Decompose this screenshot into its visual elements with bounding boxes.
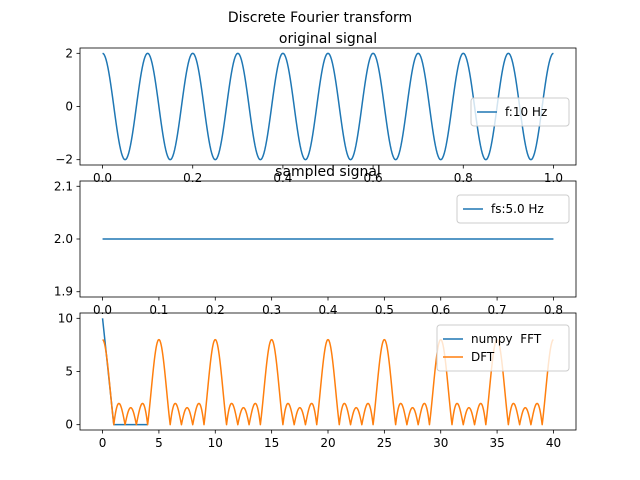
subplot-title: original signal (279, 31, 377, 47)
x-tick-label: 0.3 (262, 303, 281, 317)
x-tick-label: 0.4 (273, 171, 292, 185)
x-tick-label: 15 (264, 436, 279, 450)
x-tick-label: 0.6 (431, 303, 450, 317)
x-tick-label: 0.6 (364, 171, 383, 185)
y-tick-label: 0 (65, 418, 73, 432)
legend: numpy FFT DFT (436, 324, 570, 372)
legend-label: DFT (471, 350, 495, 364)
legend: fs:5.0 Hz (456, 194, 570, 224)
legend: f:10 Hz (470, 97, 570, 127)
y-tick-label: 1.9 (54, 285, 73, 299)
x-tick-label: 0.2 (183, 171, 202, 185)
x-tick-label: 0 (99, 436, 107, 450)
subplot-title: sampled signal (275, 164, 381, 180)
series-line-1 (102, 52, 554, 161)
x-tick-label: 0.1 (149, 303, 168, 317)
x-tick-label: 0.8 (544, 303, 563, 317)
series-lines (102, 52, 554, 161)
x-tick-label: 10 (208, 436, 223, 450)
legend-box (456, 194, 570, 224)
y-tick-label: 2.1 (54, 179, 73, 193)
series-lines (101, 318, 554, 426)
x-tick-label: 25 (377, 436, 392, 450)
x-tick-label: 20 (320, 436, 335, 450)
y-tick-label: −2 (55, 153, 73, 167)
y-tick-label: 10 (58, 311, 73, 325)
x-tick-label: 0.8 (454, 171, 473, 185)
series-line-2 (102, 338, 554, 426)
subplot-2: 0.0 0.1 0.2 0.3 0.4 0.5 0.6 0.7 0.8 2.1 2.0 1.9 samp… (54, 164, 577, 317)
x-tick-label: 40 (546, 436, 561, 450)
x-tick-label: 1.0 (544, 171, 563, 185)
x-tick-label: 0.2 (206, 303, 225, 317)
x-tick-label: 0.0 (93, 171, 112, 185)
x-tick-label: 0.4 (318, 303, 337, 317)
x-tick-label: 0.5 (375, 303, 394, 317)
y-tick-label: 5 (65, 365, 73, 379)
subplot-1: 0.0 0.2 0.4 0.6 0.8 1.0 2 0 −2 original signal f:1… (55, 31, 577, 185)
legend-label: f:10 Hz (505, 105, 547, 119)
legend-box (470, 97, 570, 127)
y-tick-label: 0 (65, 100, 73, 114)
figure-suptitle: Discrete Fourier transform (228, 10, 412, 26)
y-tick-label: 2 (65, 46, 73, 60)
y-tick-label: 2.0 (54, 232, 73, 246)
legend-label: fs:5.0 Hz (491, 202, 544, 216)
subplot-3: 0 5 10 15 20 25 30 35 40 10 5 0 numpy FFT DFT (58, 311, 577, 450)
x-tick-label: 0.0 (93, 303, 112, 317)
x-tick-label: 35 (489, 436, 504, 450)
x-tick-label: 30 (433, 436, 448, 450)
x-tick-label: 0.7 (488, 303, 507, 317)
x-tick-label: 5 (155, 436, 163, 450)
legend-box (436, 324, 570, 372)
legend-label: numpy FFT (471, 332, 542, 346)
